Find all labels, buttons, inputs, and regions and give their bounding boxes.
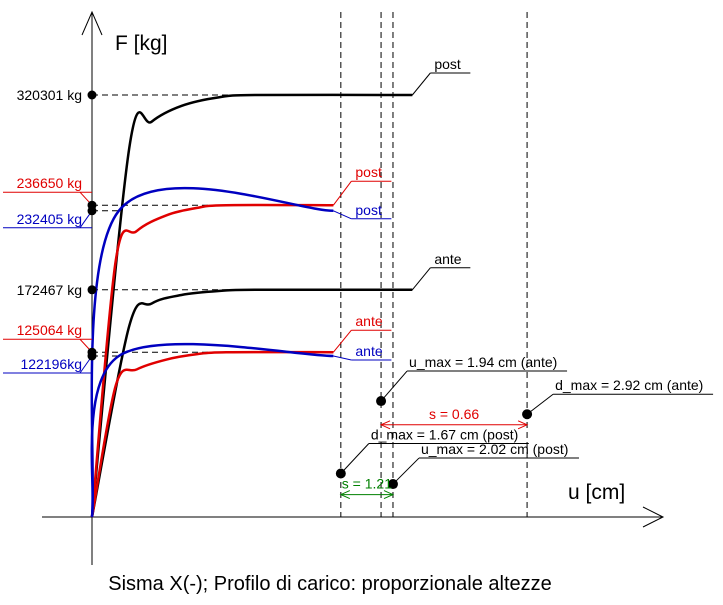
point-label: u_max = 1.94 cm (ante): [409, 354, 557, 370]
point-leader: [526, 393, 554, 415]
dimension-arrows: s = 0.66 s = 1.21: [339, 406, 529, 500]
marked-points: u_max = 1.94 cm (ante) d_max = 2.92 cm (a…: [335, 354, 714, 490]
curve-post: [90, 203, 334, 518]
dimension-arrowhead: [517, 420, 529, 430]
force-label: 320301 kg: [17, 87, 82, 103]
y-axis-arrow: [81, 10, 103, 36]
dimension-arrowhead: [379, 420, 391, 430]
curve-end-label: ante: [355, 313, 382, 329]
curve-end-label: ante: [434, 251, 461, 267]
curve-end-label: ante: [355, 343, 382, 359]
chart-title: Sisma X(-); Profilo di carico: proporzio…: [108, 573, 552, 595]
force-point: [87, 90, 97, 100]
force-point: [87, 351, 97, 361]
force-point: [87, 285, 97, 295]
curve-post: [90, 93, 413, 518]
dimension-arrowhead: [383, 490, 395, 500]
force-label: 172467 kg: [17, 282, 82, 298]
dimension-arrowhead: [339, 490, 351, 500]
curve-ante: [90, 288, 413, 518]
curve-ante: [90, 350, 334, 518]
point-leader: [392, 457, 420, 485]
force-labels: 320301 kg 236650 kg 232405 kg 172467 kg 1250…: [3, 87, 97, 374]
curve-end-label: post: [355, 202, 382, 218]
y-axis-label: F [kg]: [115, 32, 168, 55]
x-axis-label: u [cm]: [568, 481, 625, 504]
dimension-label: s = 1.21: [342, 476, 392, 492]
point-label: d_max = 2.92 cm (ante): [555, 377, 703, 393]
force-label: 122196kg: [20, 356, 82, 372]
curve-end-label: post: [355, 164, 382, 180]
curve-label-leader: [333, 355, 352, 361]
curve-end-label: post: [434, 56, 461, 72]
curve-label-leader: [332, 180, 352, 206]
force-label: 232405 kg: [17, 211, 82, 227]
curve-end-labels: post post post ante ante ante: [332, 56, 471, 361]
point-label: u_max = 2.02 cm (post): [421, 441, 568, 457]
curve-ante: [90, 342, 334, 518]
force-point: [87, 206, 97, 216]
force-label: 236650 kg: [17, 175, 82, 191]
x-axis-arrow: [642, 506, 665, 528]
point-leader: [380, 370, 408, 402]
dimension-label: s = 0.66: [429, 406, 479, 422]
curve-label-leader: [333, 210, 352, 220]
force-label: 125064 kg: [17, 322, 82, 338]
point-label: d_max = 1.67 cm (post): [371, 427, 518, 443]
curve-label-leader: [411, 72, 431, 96]
curves: [90, 93, 413, 518]
curve-label-leader: [332, 329, 352, 353]
point-leader: [340, 443, 370, 474]
curve-label-leader: [411, 267, 431, 291]
